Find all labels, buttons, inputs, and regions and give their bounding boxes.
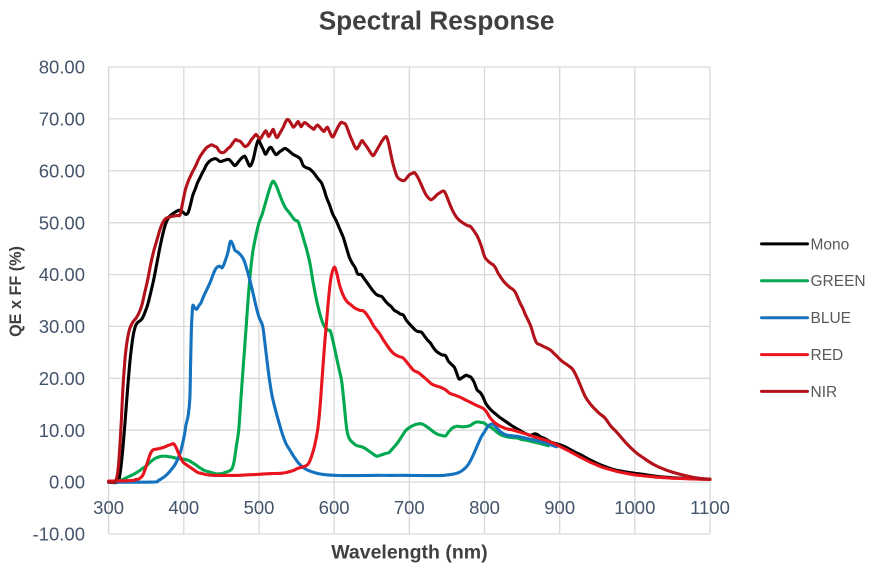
- svg-text:Wavelength (nm): Wavelength (nm): [331, 542, 487, 564]
- svg-text:700: 700: [394, 497, 425, 518]
- svg-text:NIR: NIR: [811, 384, 838, 401]
- svg-text:QE x FF (%): QE x FF (%): [7, 246, 25, 337]
- svg-text:900: 900: [544, 497, 575, 518]
- svg-text:500: 500: [244, 497, 275, 518]
- svg-text:80.00: 80.00: [39, 57, 85, 78]
- svg-text:40.00: 40.00: [39, 264, 85, 285]
- svg-text:600: 600: [319, 497, 350, 518]
- svg-text:30.00: 30.00: [39, 316, 85, 337]
- svg-text:800: 800: [469, 497, 500, 518]
- svg-text:1000: 1000: [614, 497, 655, 518]
- svg-text:RED: RED: [811, 347, 844, 364]
- svg-text:60.00: 60.00: [39, 160, 85, 181]
- svg-text:50.00: 50.00: [39, 212, 85, 233]
- svg-text:0.00: 0.00: [49, 472, 85, 493]
- svg-text:GREEN: GREEN: [811, 273, 866, 290]
- svg-text:300: 300: [93, 497, 124, 518]
- svg-text:1100: 1100: [690, 497, 730, 518]
- svg-text:70.00: 70.00: [39, 109, 85, 130]
- svg-text:10.00: 10.00: [39, 420, 85, 441]
- svg-text:Spectral Response: Spectral Response: [319, 6, 555, 36]
- svg-text:20.00: 20.00: [39, 368, 85, 389]
- svg-text:400: 400: [168, 497, 199, 518]
- svg-text:-10.00: -10.00: [33, 524, 85, 545]
- svg-text:Mono: Mono: [811, 236, 850, 253]
- svg-text:BLUE: BLUE: [811, 310, 852, 327]
